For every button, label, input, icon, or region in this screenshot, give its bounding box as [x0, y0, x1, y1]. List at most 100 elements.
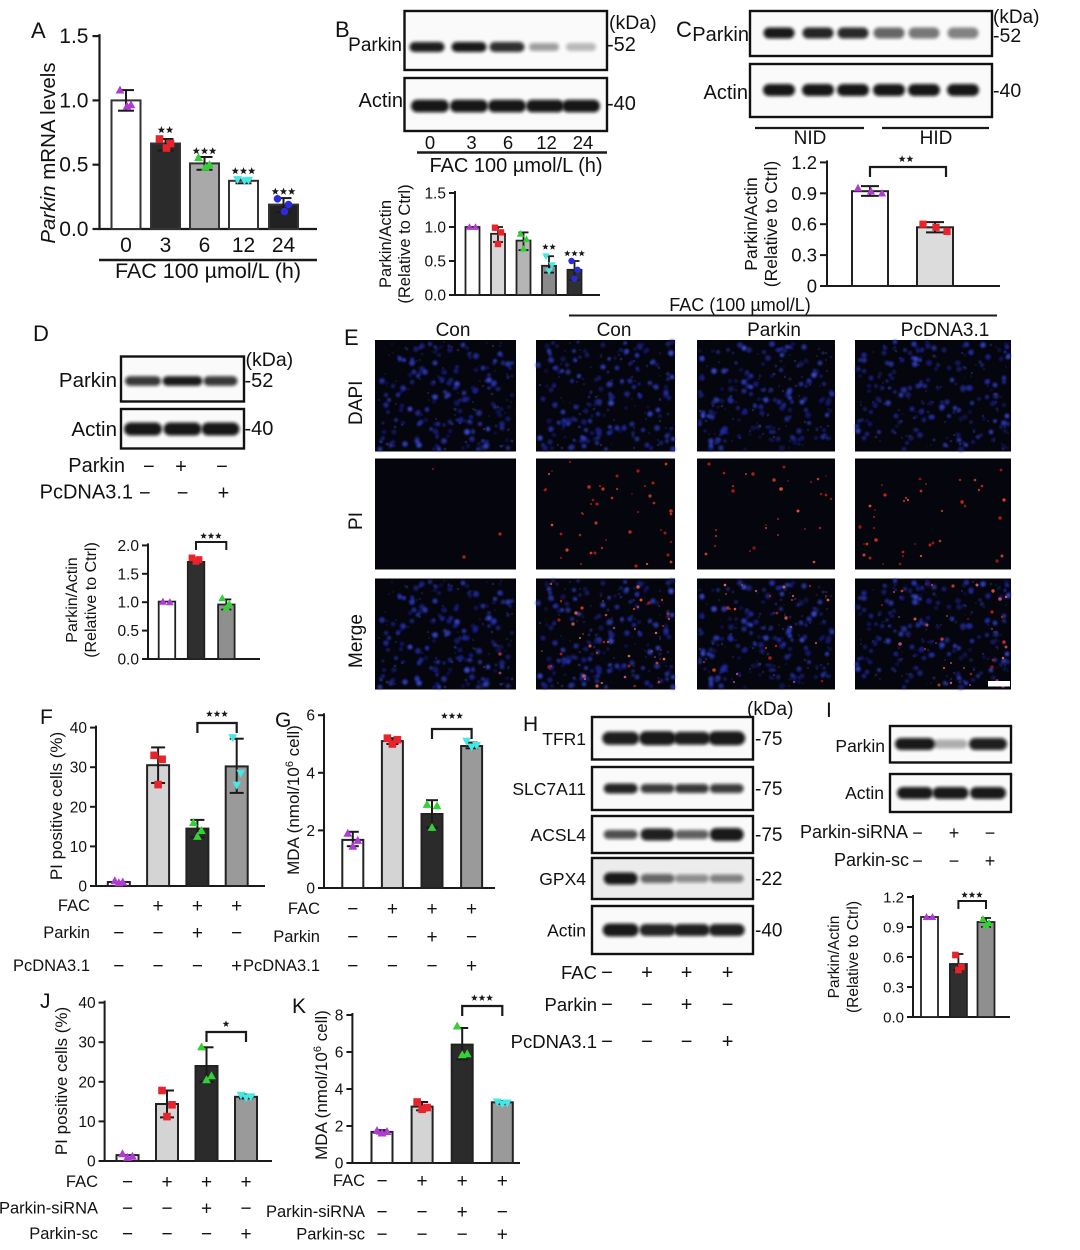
- svg-text:Parkin/Actin: Parkin/Actin: [741, 177, 761, 270]
- svg-text:GPX4: GPX4: [539, 869, 586, 889]
- svg-text:PcDNA3.1: PcDNA3.1: [901, 320, 990, 341]
- svg-text:1.0: 1.0: [424, 220, 446, 237]
- svg-text:FAC: FAC: [288, 900, 320, 918]
- svg-text:−: −: [681, 1031, 693, 1053]
- svg-text:-75: -75: [755, 779, 782, 800]
- svg-text:−: −: [177, 483, 189, 505]
- svg-text:+: +: [497, 1225, 508, 1246]
- svg-text:0: 0: [807, 276, 817, 297]
- svg-text:(kDa): (kDa): [246, 349, 294, 371]
- svg-text:1.5: 1.5: [117, 566, 139, 583]
- svg-text:Parkin: Parkin: [747, 320, 801, 341]
- svg-text:−: −: [153, 956, 164, 977]
- svg-text:−: −: [113, 956, 124, 977]
- svg-text:−: −: [216, 456, 228, 478]
- svg-text:PI: PI: [346, 512, 367, 530]
- svg-text:+: +: [387, 899, 398, 920]
- svg-text:FAC: FAC: [58, 897, 90, 915]
- svg-text:+: +: [231, 896, 242, 917]
- svg-text:0.5: 0.5: [117, 623, 139, 640]
- svg-text:−: −: [153, 923, 164, 944]
- svg-text:30: 30: [70, 760, 88, 777]
- svg-text:Parkin: Parkin: [68, 455, 125, 477]
- svg-text:6: 6: [335, 1045, 344, 1062]
- svg-text:Parkin-sc: Parkin-sc: [296, 1226, 365, 1244]
- svg-text:20: 20: [70, 799, 88, 816]
- svg-text:FAC: FAC: [333, 1172, 365, 1190]
- svg-text:FAC 100 µmol/L (h): FAC 100 µmol/L (h): [429, 155, 602, 177]
- svg-text:-40: -40: [607, 93, 636, 115]
- svg-text:D: D: [33, 321, 49, 346]
- svg-text:+: +: [192, 896, 203, 917]
- svg-text:Actin: Actin: [704, 82, 748, 104]
- svg-text:−: −: [641, 994, 653, 1016]
- svg-text:J: J: [40, 990, 51, 1013]
- svg-text:Parkin/Actin: Parkin/Actin: [826, 916, 843, 999]
- svg-text:−: −: [113, 923, 124, 944]
- svg-text:Parkin/Actin: Parkin/Actin: [64, 557, 81, 642]
- svg-text:0.0: 0.0: [59, 218, 88, 241]
- svg-text:30: 30: [78, 1035, 96, 1052]
- svg-text:Parkin: Parkin: [59, 369, 117, 392]
- svg-text:K: K: [292, 995, 306, 1018]
- svg-text:1.2: 1.2: [791, 152, 817, 173]
- svg-text:+: +: [497, 1171, 508, 1192]
- svg-text:−: −: [139, 483, 151, 505]
- svg-text:24: 24: [573, 132, 594, 153]
- svg-text:0.3: 0.3: [883, 980, 904, 997]
- svg-text:10: 10: [70, 839, 88, 856]
- svg-text:Parkin: Parkin: [692, 24, 749, 46]
- svg-text:1.2: 1.2: [883, 890, 904, 907]
- svg-text:PcDNA3.1: PcDNA3.1: [40, 482, 133, 504]
- svg-text:Actin: Actin: [845, 783, 884, 803]
- svg-text:−: −: [192, 956, 203, 977]
- svg-text:ACSL4: ACSL4: [531, 825, 587, 845]
- svg-text:+: +: [722, 962, 734, 984]
- svg-text:+: +: [466, 899, 477, 920]
- svg-text:−: −: [912, 823, 923, 843]
- svg-text:Con: Con: [597, 320, 632, 341]
- svg-text:−: −: [457, 1225, 468, 1246]
- svg-text:4: 4: [306, 765, 315, 782]
- svg-text:+: +: [426, 927, 437, 948]
- svg-text:-52: -52: [245, 370, 274, 392]
- svg-text:G: G: [275, 709, 291, 732]
- svg-text:−: −: [387, 956, 398, 977]
- svg-text:DAPI: DAPI: [346, 381, 367, 425]
- svg-text:−: −: [387, 927, 398, 948]
- svg-text:-40: -40: [755, 921, 782, 942]
- svg-text:Parkin: Parkin: [43, 924, 90, 942]
- svg-text:2.0: 2.0: [117, 538, 139, 555]
- svg-text:TFR1: TFR1: [542, 729, 586, 749]
- svg-text:−: −: [122, 1199, 133, 1220]
- svg-text:+: +: [985, 851, 996, 871]
- svg-text:Parkin-sc: Parkin-sc: [834, 850, 909, 870]
- svg-text:+: +: [417, 1171, 428, 1192]
- svg-text:Parkin: Parkin: [835, 736, 885, 756]
- svg-text:−: −: [347, 927, 358, 948]
- svg-text:+: +: [218, 483, 230, 505]
- svg-text:HID: HID: [920, 128, 953, 149]
- svg-text:−: −: [347, 899, 358, 920]
- svg-text:−: −: [417, 1225, 428, 1246]
- svg-text:0: 0: [306, 881, 315, 898]
- svg-text:1.0: 1.0: [117, 595, 139, 612]
- svg-text:0: 0: [78, 879, 87, 896]
- svg-text:−: −: [497, 1202, 508, 1223]
- svg-text:−: −: [641, 1031, 653, 1053]
- svg-text:−: −: [376, 1171, 387, 1192]
- svg-text:0.3: 0.3: [791, 245, 817, 266]
- svg-text:−: −: [240, 1199, 251, 1220]
- svg-text:8: 8: [335, 1008, 344, 1025]
- svg-text:Parkin-sc: Parkin-sc: [29, 1225, 98, 1243]
- svg-text:B: B: [335, 17, 350, 42]
- svg-text:0.6: 0.6: [883, 950, 904, 967]
- svg-text:6: 6: [306, 708, 315, 725]
- svg-text:SLC7A11: SLC7A11: [512, 779, 586, 799]
- svg-text:PI positive cells (%): PI positive cells (%): [52, 1007, 71, 1155]
- svg-text:PcDNA3.1: PcDNA3.1: [13, 957, 90, 975]
- svg-text:6: 6: [503, 132, 513, 153]
- svg-text:−: −: [161, 1224, 172, 1245]
- svg-text:Actin: Actin: [359, 90, 403, 112]
- svg-text:(Relative to Ctrl): (Relative to Ctrl): [845, 901, 862, 1013]
